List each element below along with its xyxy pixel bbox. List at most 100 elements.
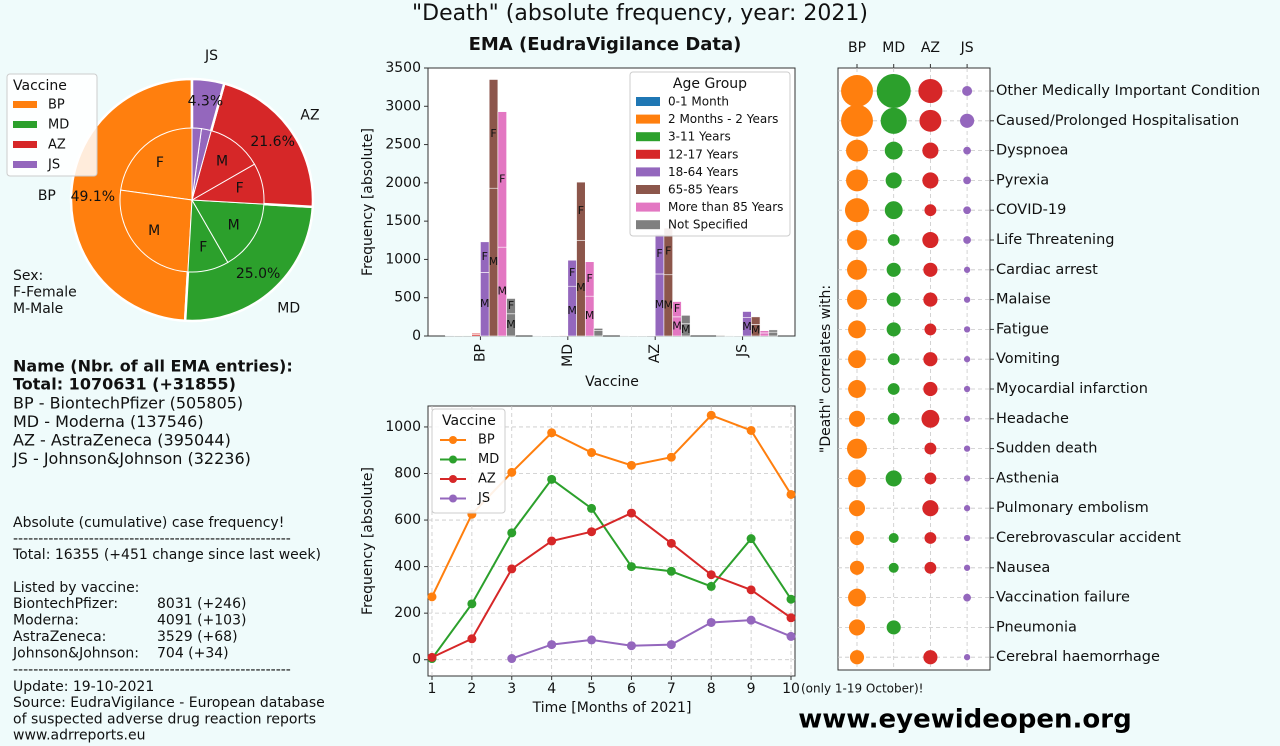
- legend-swatch: [636, 202, 660, 212]
- segment-label: F: [508, 299, 514, 312]
- legend-swatch: [13, 161, 37, 168]
- point: [547, 640, 557, 650]
- legend-label: BP: [48, 98, 65, 113]
- bubble: [888, 562, 899, 573]
- legend-title: Age Group: [673, 76, 747, 92]
- point: [626, 641, 636, 651]
- bubble: [923, 650, 938, 665]
- legend-label: 18-64 Years: [668, 165, 738, 179]
- x-tick-label: 3: [507, 681, 516, 697]
- x-tick-label: 6: [627, 681, 636, 697]
- pie-inner-wedge: [120, 127, 193, 201]
- bubble: [844, 198, 870, 223]
- y-tick-label: 0: [412, 328, 421, 344]
- bubble: [886, 292, 901, 307]
- point: [706, 617, 716, 627]
- point: [706, 581, 716, 591]
- bubble: [963, 266, 971, 273]
- bubble: [887, 383, 900, 395]
- column-label: MD: [882, 40, 905, 56]
- point: [786, 631, 796, 641]
- pie-label: AZ: [300, 107, 319, 123]
- segment-label: M: [742, 320, 752, 333]
- x-tick-label: AZ: [647, 344, 663, 363]
- point: [626, 460, 636, 470]
- bubble: [847, 289, 867, 310]
- pie-percent: 4.3%: [188, 94, 224, 110]
- legend-label: 3-11 Years: [668, 130, 731, 144]
- sex-label: M: [228, 218, 240, 234]
- bubble: [963, 326, 971, 333]
- bubble: [847, 230, 867, 250]
- point: [746, 425, 756, 435]
- separator: ----------------------------------------…: [13, 531, 291, 547]
- segment-label: M: [567, 304, 577, 317]
- segment-label: F: [499, 172, 505, 185]
- series-line: [511, 619, 792, 660]
- series-line: [431, 511, 792, 659]
- legend-label: AZ: [48, 138, 66, 153]
- bar-segment: [593, 328, 604, 331]
- legend-box: [629, 71, 791, 237]
- row-label: Asthenia: [996, 470, 1059, 486]
- legend-swatch: [636, 167, 660, 177]
- pie-label: BP: [38, 188, 56, 204]
- legend-label: 2 Months - 2 Years: [668, 112, 778, 126]
- bubble: [885, 470, 902, 487]
- pie-label: MD: [277, 300, 300, 316]
- row-label: Vaccination failure: [996, 590, 1130, 606]
- sex-label: F: [156, 155, 164, 171]
- segment-label: M: [672, 319, 682, 332]
- bubble: [886, 620, 901, 635]
- listed-name: Johnson&Johnson:: [12, 646, 139, 662]
- segment-label: M: [480, 297, 490, 310]
- bubble: [849, 560, 865, 575]
- point: [706, 410, 716, 420]
- point: [786, 489, 796, 499]
- bar-segment: [584, 261, 595, 297]
- y-tick-label: 1000: [385, 251, 421, 267]
- legend-label: MD: [48, 118, 69, 133]
- point: [587, 527, 597, 537]
- x-axis-label: Time [Months of 2021]: [532, 700, 692, 716]
- bubble: [841, 75, 873, 107]
- bubble: [924, 323, 937, 336]
- bubble: [885, 172, 902, 189]
- segment-label: F: [490, 127, 496, 140]
- listed-value: 704 (+34): [157, 646, 229, 662]
- segment-label: M: [576, 281, 586, 294]
- legend-swatch: [13, 121, 37, 128]
- bubble: [921, 409, 940, 428]
- source-line: Source: EudraVigilance - European databa…: [13, 695, 325, 711]
- bubble: [963, 415, 971, 422]
- segment-label: F: [482, 250, 488, 263]
- y-tick-label: 2500: [385, 137, 421, 153]
- x-tick-label: 8: [707, 681, 716, 697]
- info-total: Total: 1070631 (+31855): [13, 375, 236, 394]
- bubble: [923, 352, 938, 367]
- bubble: [887, 412, 900, 425]
- point: [467, 599, 477, 609]
- legend-label: JS: [477, 491, 490, 506]
- series-line: [431, 477, 792, 660]
- info-line: Listed by vaccine:: [13, 580, 139, 596]
- segment-label: M: [664, 298, 674, 311]
- segment-label: F: [665, 244, 671, 257]
- point: [427, 652, 437, 662]
- row-label: Nausea: [996, 560, 1050, 576]
- x-tick-label: 1: [428, 681, 437, 697]
- bubble: [918, 78, 943, 104]
- vaccine-name: AZ - AstraZeneca (395044): [13, 431, 231, 450]
- segment-label: F: [674, 302, 680, 315]
- sex-label: M: [148, 223, 160, 239]
- point: [507, 467, 517, 477]
- bubble: [847, 259, 867, 280]
- row-label: Pyrexia: [996, 172, 1049, 188]
- bubble: [963, 385, 971, 393]
- bubble: [849, 530, 865, 546]
- info-line: Total: 16355 (+451 change since last wee…: [12, 547, 321, 563]
- row-label: Fatigue: [996, 321, 1049, 337]
- legend-swatch: [636, 220, 660, 230]
- bubble: [924, 472, 937, 485]
- bubble: [884, 201, 903, 220]
